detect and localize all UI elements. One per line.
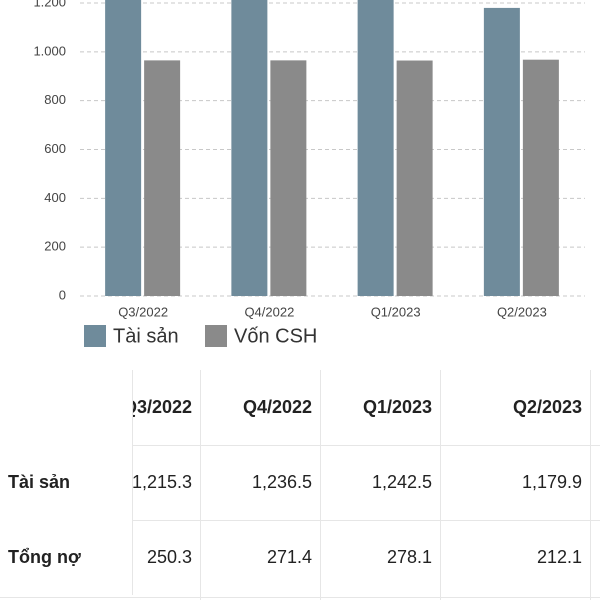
data-table: Q3/2022 Q4/2022 Q1/2023 Q2/2023 Tài sản 1,215…: [0, 370, 600, 600]
column-header: Q4/2022: [242, 397, 312, 417]
table-cell: 1,215.3: [131, 472, 192, 492]
legend-swatch: [84, 325, 106, 347]
y-tick-label: 800: [44, 92, 66, 107]
legend-label: Tài sản: [113, 325, 179, 347]
y-tick-label: 1.000: [33, 43, 66, 58]
table-cell: 278.1: [386, 547, 432, 567]
y-tick-label: 400: [44, 190, 66, 205]
x-tick-label: Q3/2022: [118, 304, 168, 319]
column-border: [320, 370, 321, 600]
y-tick-label: 1.200: [33, 0, 66, 9]
row-border: [0, 520, 600, 521]
table-cell: 271.4: [266, 547, 312, 567]
column-header: Q1/2023: [362, 397, 432, 417]
bar: [396, 60, 433, 296]
x-tick-label: Q1/2023: [371, 304, 421, 319]
bar: [270, 60, 307, 296]
bar: [144, 60, 181, 296]
column-border: [200, 370, 201, 600]
column-header: Q3/2022: [122, 397, 192, 417]
row-border: [0, 445, 600, 446]
x-tick-label: Q2/2023: [497, 304, 547, 319]
legend-swatch: [205, 325, 227, 347]
row-label: Tài sản: [0, 445, 133, 520]
bar: [522, 59, 559, 297]
y-tick-label: 600: [44, 141, 66, 156]
table-cell: 1,236.5: [251, 472, 312, 492]
column-border: [440, 370, 441, 600]
y-tick-label: 200: [44, 239, 66, 254]
column-border: [590, 370, 591, 600]
legend-label: Vốn CSH: [234, 325, 317, 347]
x-tick-label: Q4/2022: [244, 304, 294, 319]
bar: [105, 0, 142, 296]
row-border: [0, 597, 600, 598]
table-cell: 250.3: [146, 547, 192, 567]
row-label-header: [0, 370, 133, 445]
table-cell: 212.1: [536, 547, 582, 567]
table-cell: 1,179.9: [521, 472, 582, 492]
chart: 0 200 400 600 800 1.000 1.200 Q3/2022 Q4/2022 Q1/…: [33, 0, 585, 347]
table-cell: 1,242.5: [371, 472, 432, 492]
column-header: Q2/2023: [512, 397, 582, 417]
bar: [483, 7, 520, 297]
bar: [231, 0, 268, 296]
bar: [357, 0, 394, 296]
row-label: Tổng nợ: [0, 520, 133, 595]
y-tick-label: 0: [59, 287, 66, 302]
